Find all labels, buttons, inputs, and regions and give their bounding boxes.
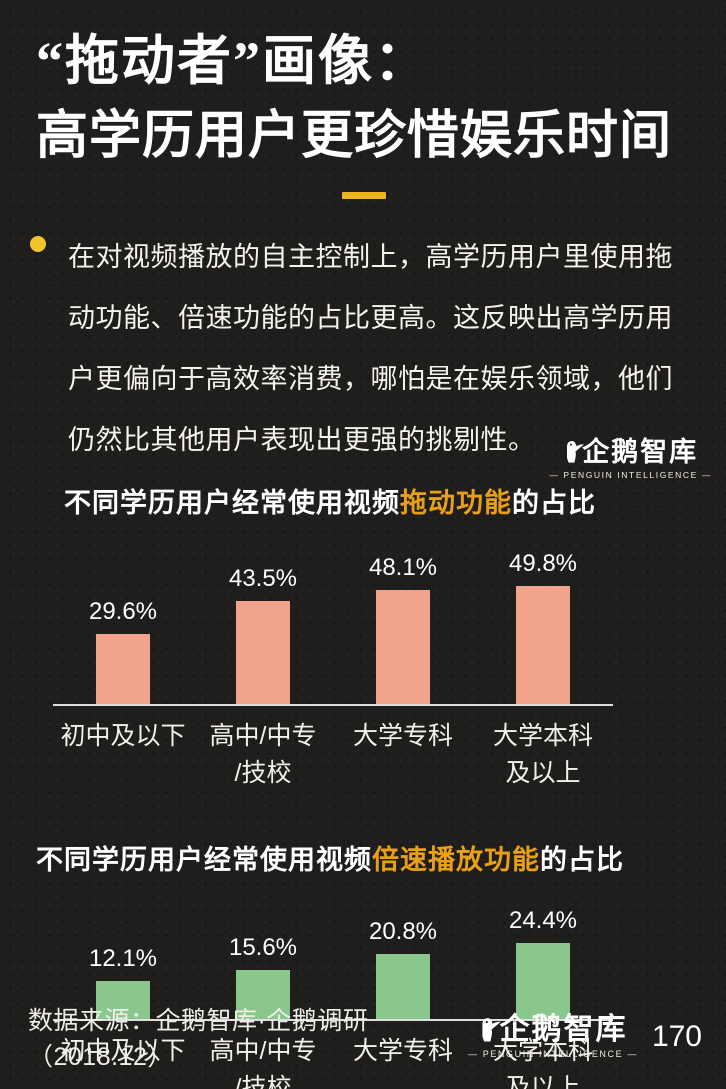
intro-paragraph: 在对视频播放的自主控制上，高学历用户里使用拖动功能、倍速功能的占比更高。这反映出… [30,227,690,471]
chart-section-drag: 企鹅智库 — PENGUIN INTELLIGENCE — 不同学历用户经常使用… [0,438,726,792]
title-accent-underline [342,191,386,199]
logo-name: 企鹅智库 [499,1013,628,1046]
value-label: 24.4% [508,906,578,934]
chart-title-highlight: 拖动功能 [400,487,512,518]
bar [376,590,430,704]
bar-column: 29.6% [53,574,193,704]
chart-title-suffix: 的占比 [512,487,596,518]
category-label: 高中/中专 /技校 [209,721,317,787]
header: “拖动者”画像： 高学历用户更珍惜娱乐时间 [0,0,726,199]
bar-column: 24.4% [473,907,613,1019]
plot-area: 12.1% 15.6% 20.8% 24.4% [53,907,613,1021]
chart-title-highlight: 倍速播放功能 [372,844,540,875]
bar [96,633,150,704]
logo-name: 企鹅智库 [582,436,699,467]
footer: 数据来源：企鹅智库·企鹅调研（2018.12） 企鹅智库 — PENGUIN I… [0,1001,726,1073]
logo-row: 企鹅智库 [478,1015,627,1045]
bar-column: 49.8% [473,550,613,704]
footer-right: 企鹅智库 — PENGUIN INTELLIGENCE — 170 [468,1015,702,1060]
bar [236,601,290,704]
bar [516,942,570,1019]
category-row: 初中及以下 高中/中专 /技校 大学专科 大学本科 及以上 [53,718,613,792]
page-title-line2: 高学历用户更珍惜娱乐时间 [36,108,673,166]
bar [516,586,570,704]
bar [236,970,290,1019]
penguin-icon [567,440,585,463]
bar [376,954,430,1019]
bar-column: 15.6% [193,934,333,1019]
page-number: 170 [651,1020,702,1053]
logo-tagline: — PENGUIN INTELLIGENCE — [549,469,712,480]
chart-title-prefix: 不同学历用户经常使用视频 [36,844,372,875]
category-label: 高中/中专 /技校 [209,1036,317,1089]
penguin-intelligence-logo: 企鹅智库 — PENGUIN INTELLIGENCE — [549,436,712,480]
category-row: 初中及以下 高中/中专 /技校 大学专科 大学本科 及以上 [53,1033,613,1089]
logo-row: 企鹅智库 [563,436,699,467]
bullet-dot-icon [30,235,46,252]
value-label: 43.5% [228,565,298,593]
penguin-intelligence-logo: 企鹅智库 — PENGUIN INTELLIGENCE — [468,1015,638,1060]
value-label: 49.8% [508,550,578,578]
value-label: 15.6% [228,934,298,962]
bar-column: 43.5% [193,565,333,704]
data-source-text: 数据来源：企鹅智库·企鹅调研（2018.12） [28,1007,369,1071]
chart-section-speed: 不同学历用户经常使用视频倍速播放功能的占比 12.1% 15.6% 20.8% 24.… [0,838,726,1089]
bar-column: 20.8% [333,918,473,1019]
chart-title: 不同学历用户经常使用视频倍速播放功能的占比 [0,838,660,877]
category-label: 初中及以下 [60,721,186,750]
category-label: 大学专科 [352,1036,453,1065]
intro-text: 在对视频播放的自主控制上，高学历用户里使用拖动功能、倍速功能的占比更高。这反映出… [68,241,673,455]
value-label: 48.1% [368,554,438,582]
penguin-icon [482,1018,502,1042]
category-label: 大学本科 及以上 [492,721,593,787]
value-label: 12.1% [88,945,158,973]
category-label: 大学专科 [352,721,453,750]
bar-column: 12.1% [53,935,193,1019]
category-label: 大学本科 及以上 [492,1036,593,1089]
value-label: 29.6% [88,597,158,625]
plot-area: 29.6% 43.5% 48.1% 49.8% [53,550,613,706]
logo-tagline: — PENGUIN INTELLIGENCE — [468,1049,638,1059]
bar [96,981,150,1019]
category-label: 初中及以下 [60,1036,186,1065]
bar-column: 48.1% [333,554,473,704]
page-title-line1: “拖动者”画像： [36,31,430,91]
value-label: 20.8% [368,918,438,946]
chart-title: 不同学历用户经常使用视频拖动功能的占比 [0,481,660,520]
chart-title-prefix: 不同学历用户经常使用视频 [64,487,400,518]
chart-title-suffix: 的占比 [540,844,624,875]
